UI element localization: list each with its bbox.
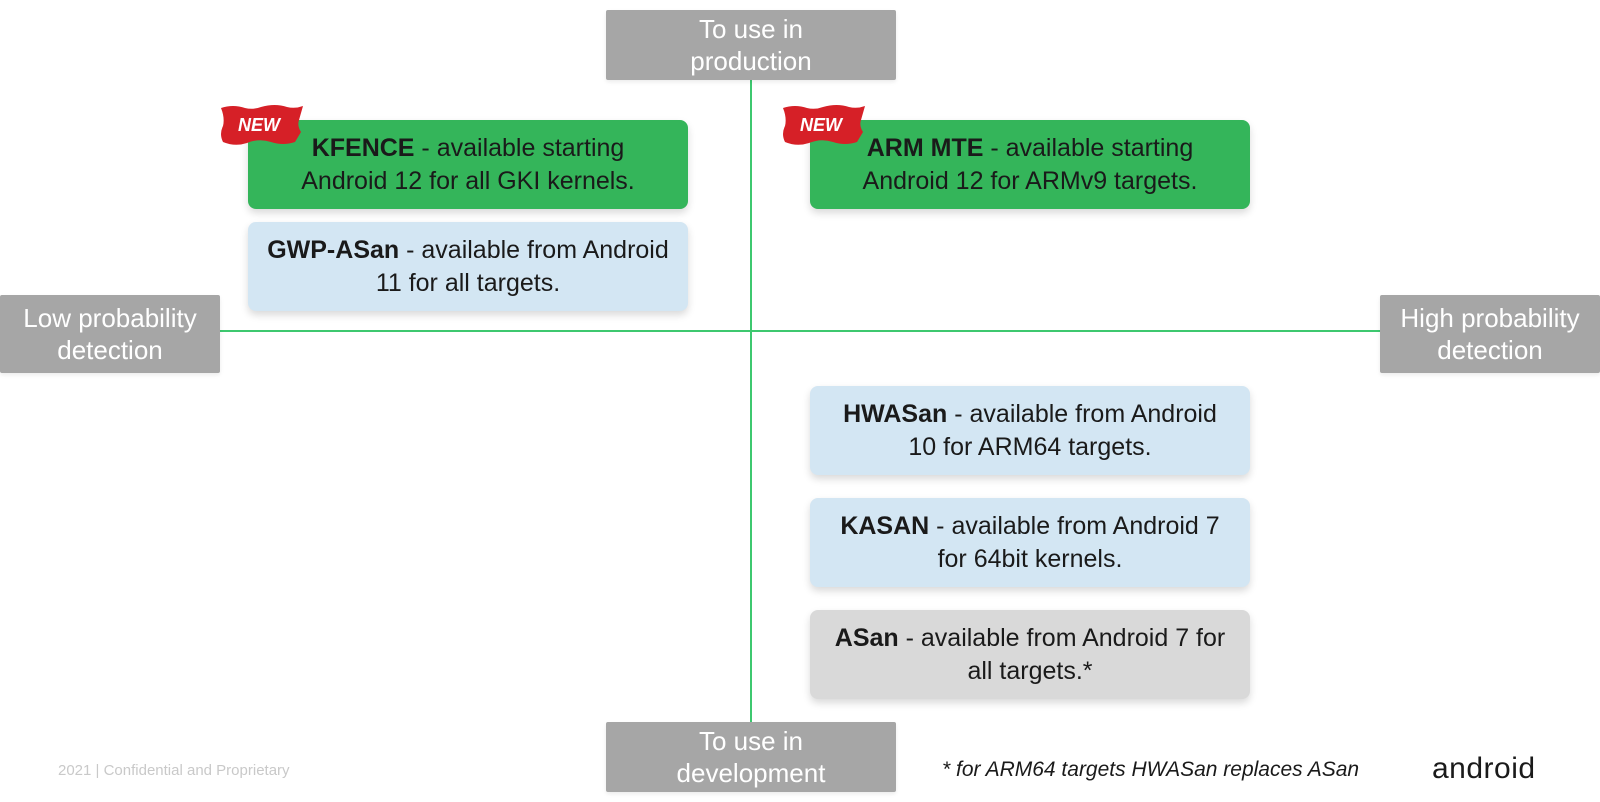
axis-bottom-line1: To use in — [699, 726, 803, 756]
axis-right-line1: High probability — [1400, 303, 1579, 333]
axis-top-line2: production — [690, 46, 811, 76]
new-banner-icon: NEW — [777, 102, 867, 150]
svg-text:NEW: NEW — [800, 115, 844, 135]
card-armmte-title: ARM MTE — [867, 134, 984, 162]
axis-label-left: Low probability detection — [0, 295, 220, 373]
card-kasan: KASAN - available from Android 7 for 64b… — [810, 498, 1250, 587]
axis-label-bottom: To use in development — [606, 722, 896, 792]
footer-confidential: 2021 | Confidential and Proprietary — [58, 762, 290, 779]
card-kfence-title: KFENCE — [312, 134, 415, 162]
card-gwpasan-title: GWP-ASan — [267, 236, 399, 264]
card-hwasan: HWASan - available from Android 10 for A… — [810, 386, 1250, 475]
axis-label-right: High probability detection — [1380, 295, 1600, 373]
axis-bottom-line2: development — [677, 758, 826, 788]
card-asan: ASan - available from Android 7 for all … — [810, 610, 1250, 699]
axis-label-top: To use in production — [606, 10, 896, 80]
card-gwpasan: GWP-ASan - available from Android 11 for… — [248, 222, 688, 311]
axis-right-line2: detection — [1437, 335, 1543, 365]
card-asan-text: - available from Android 7 for all targe… — [899, 624, 1226, 685]
card-asan-title: ASan — [835, 624, 899, 652]
footnote: * for ARM64 targets HWASan replaces ASan — [942, 758, 1359, 782]
card-hwasan-text: - available from Android 10 for ARM64 ta… — [908, 400, 1216, 461]
card-armmte: ARM MTE - available starting Android 12 … — [810, 120, 1250, 209]
axis-vertical — [750, 70, 752, 740]
card-gwpasan-text: - available from Android 11 for all targ… — [376, 236, 669, 297]
new-badge-armmte: NEW — [777, 102, 867, 150]
svg-text:NEW: NEW — [238, 115, 282, 135]
card-hwasan-title: HWASan — [843, 400, 947, 428]
card-kasan-title: KASAN — [840, 512, 929, 540]
card-kasan-text: - available from Android 7 for 64bit ker… — [929, 512, 1219, 573]
new-banner-icon: NEW — [215, 102, 305, 150]
new-badge-kfence: NEW — [215, 102, 305, 150]
brand-android: android — [1432, 752, 1536, 786]
axis-left-line1: Low probability — [23, 303, 196, 333]
axis-top-line1: To use in — [699, 14, 803, 44]
card-kfence: KFENCE - available starting Android 12 f… — [248, 120, 688, 209]
axis-horizontal — [25, 330, 1580, 332]
axis-left-line2: detection — [57, 335, 163, 365]
